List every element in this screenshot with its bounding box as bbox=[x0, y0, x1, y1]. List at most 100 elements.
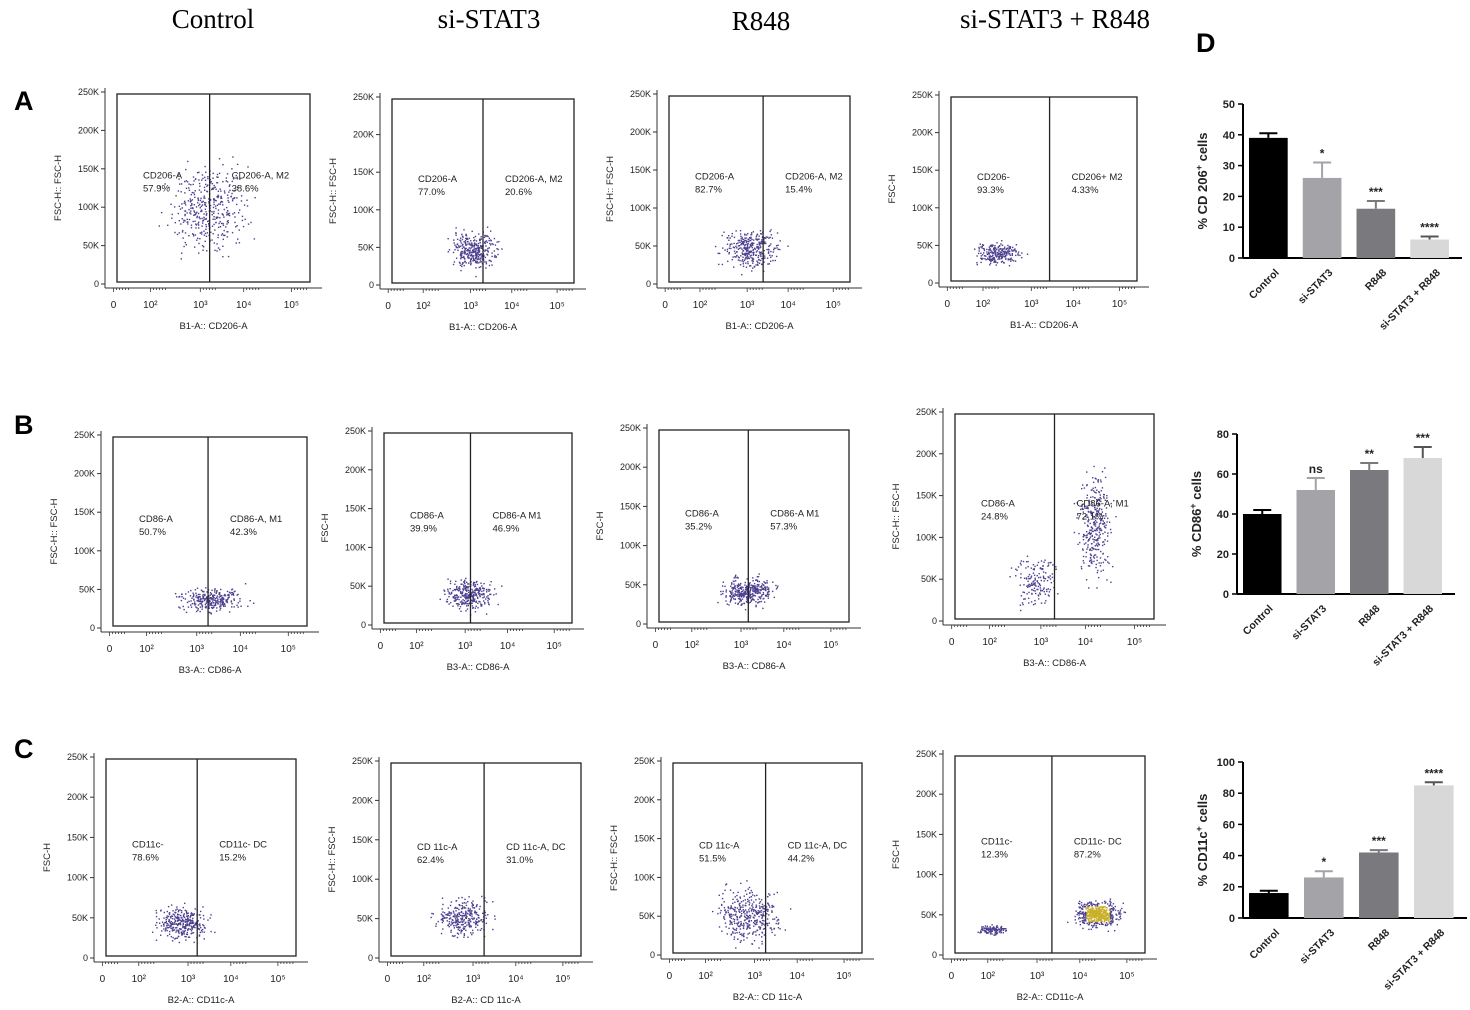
event-dot bbox=[986, 251, 988, 253]
event-dot bbox=[742, 590, 744, 592]
event-dot bbox=[763, 905, 765, 907]
event-dot bbox=[1097, 480, 1099, 482]
event-dot bbox=[188, 183, 190, 185]
gate-right-percent: 72.1% bbox=[1077, 511, 1104, 522]
event-dot bbox=[188, 218, 191, 221]
event-dot bbox=[1119, 916, 1121, 918]
event-dot bbox=[1025, 578, 1028, 580]
event-dot bbox=[747, 926, 749, 929]
event-dot bbox=[763, 601, 766, 603]
event-dot bbox=[467, 920, 469, 922]
event-dot bbox=[734, 914, 737, 916]
event-dot bbox=[1109, 528, 1112, 531]
event-dot bbox=[172, 923, 175, 925]
event-dot bbox=[1039, 576, 1042, 579]
event-dot bbox=[742, 240, 745, 243]
event-dot bbox=[1096, 529, 1098, 532]
event-dot bbox=[465, 593, 467, 596]
event-dot bbox=[991, 259, 994, 262]
event-dot bbox=[491, 252, 493, 254]
event-dot bbox=[752, 262, 754, 264]
event-dot bbox=[464, 595, 466, 597]
event-dot bbox=[984, 258, 986, 260]
event-dot bbox=[167, 915, 170, 918]
event-dot bbox=[180, 914, 182, 917]
gate-left-name: CD11c- bbox=[132, 840, 164, 851]
event-dot bbox=[718, 894, 720, 896]
event-dot bbox=[1098, 499, 1101, 501]
event-dot bbox=[232, 593, 234, 595]
event-dot bbox=[479, 594, 481, 597]
event-dot bbox=[215, 600, 217, 602]
event-dot bbox=[1085, 917, 1087, 919]
event-dot bbox=[756, 585, 758, 587]
event-dot bbox=[204, 594, 206, 597]
event-dot bbox=[738, 925, 741, 928]
event-dot bbox=[995, 254, 997, 256]
event-dot bbox=[758, 235, 760, 237]
event-dot bbox=[735, 911, 738, 913]
event-dot bbox=[224, 603, 226, 605]
event-dot bbox=[1100, 500, 1102, 503]
event-dot bbox=[1094, 517, 1097, 519]
event-dot bbox=[1087, 546, 1089, 548]
event-dot bbox=[177, 174, 180, 176]
event-dot bbox=[1089, 533, 1092, 535]
event-dot bbox=[1014, 260, 1017, 262]
event-dot bbox=[732, 586, 734, 589]
event-dot bbox=[1082, 911, 1084, 913]
event-dot bbox=[1042, 568, 1044, 570]
event-dot bbox=[465, 610, 467, 612]
event-dot bbox=[204, 204, 206, 206]
event-dot bbox=[1080, 901, 1083, 904]
event-dot bbox=[1019, 562, 1022, 564]
event-dot bbox=[457, 245, 460, 247]
event-dot bbox=[456, 907, 459, 910]
event-dot bbox=[755, 904, 758, 906]
event-dot bbox=[471, 255, 474, 257]
event-dot bbox=[197, 197, 199, 199]
event-dot bbox=[193, 598, 195, 601]
event-dot bbox=[989, 248, 991, 250]
event-dot bbox=[1096, 507, 1098, 509]
event-dot bbox=[1110, 920, 1113, 922]
y-tick-label: 0 bbox=[94, 279, 99, 289]
event-dot bbox=[1100, 529, 1103, 532]
event-dot bbox=[213, 599, 215, 601]
event-dot bbox=[999, 255, 1001, 257]
event-dot bbox=[452, 921, 455, 924]
event-dot bbox=[236, 186, 239, 189]
event-dot bbox=[227, 221, 230, 224]
x-tick-label: 10⁵ bbox=[547, 641, 562, 652]
event-dot bbox=[228, 201, 230, 203]
event-dot bbox=[225, 600, 227, 603]
row-letter-b: B bbox=[14, 410, 34, 440]
event-dot bbox=[738, 244, 741, 247]
event-dot bbox=[170, 927, 172, 929]
event-dot bbox=[1095, 539, 1098, 541]
event-dot bbox=[217, 209, 220, 211]
event-dot bbox=[206, 232, 209, 234]
event-dot bbox=[744, 584, 746, 586]
event-dot bbox=[194, 190, 196, 192]
event-dot bbox=[217, 247, 220, 249]
event-dot bbox=[199, 185, 201, 187]
event-dot bbox=[1040, 602, 1043, 604]
event-dot bbox=[491, 264, 493, 266]
event-dot bbox=[486, 901, 488, 904]
event-dot bbox=[219, 588, 222, 591]
event-dot bbox=[744, 590, 746, 593]
event-dot bbox=[474, 585, 477, 587]
event-dot bbox=[178, 178, 180, 180]
event-dot bbox=[198, 924, 200, 926]
event-dot bbox=[247, 166, 249, 168]
event-dot bbox=[740, 587, 743, 590]
event-dot bbox=[482, 587, 484, 590]
event-dot bbox=[760, 899, 763, 901]
event-dot bbox=[759, 926, 762, 929]
event-dot bbox=[185, 168, 187, 171]
event-dot bbox=[187, 929, 189, 931]
event-dot bbox=[228, 212, 231, 215]
y-axis-label: FSC-H:: FSC-H bbox=[53, 155, 64, 221]
